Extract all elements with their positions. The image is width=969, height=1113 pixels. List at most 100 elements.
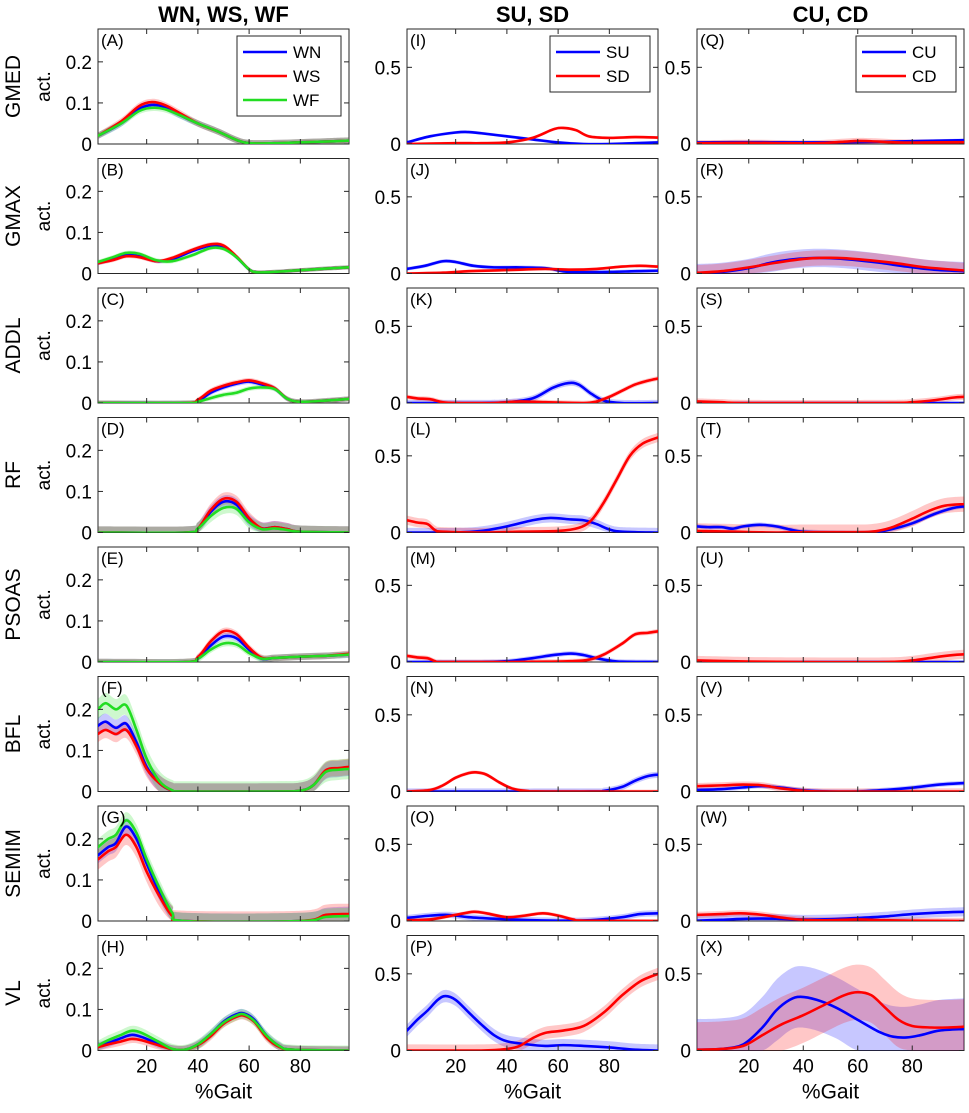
panel-frame <box>406 417 659 533</box>
panel-label: (E) <box>101 549 124 568</box>
y-tick-label: 0.2 <box>66 312 92 333</box>
series-line-sd <box>407 910 658 921</box>
y-tick-label: 0 <box>680 912 691 933</box>
y-tick-label: 0 <box>390 653 401 674</box>
y-tick-label: 0.1 <box>66 94 92 115</box>
series-line-cd <box>697 256 964 274</box>
y-tick-label: 0 <box>390 524 401 545</box>
panel-frame <box>97 287 350 404</box>
column-title: SU, SD <box>496 2 569 27</box>
series-band-wf <box>98 104 349 144</box>
panel-plot-area <box>697 248 964 274</box>
series-line-sd <box>407 770 658 792</box>
series-band-wf <box>98 245 349 274</box>
series-line-cd <box>697 139 964 144</box>
y-axis-label: act. <box>34 589 55 620</box>
y-tick-label: 0.5 <box>665 576 691 597</box>
y-tick-label: 0.5 <box>665 188 691 209</box>
y-tick-label: 0.5 <box>375 58 401 79</box>
y-tick-label: 0.5 <box>375 706 401 727</box>
legend-entry-wn: WN <box>293 43 321 62</box>
panel-label: (G) <box>101 808 126 827</box>
panel-frame <box>406 287 659 404</box>
y-tick-label: 0 <box>390 1042 401 1063</box>
legend-entry-cu: CU <box>912 43 937 62</box>
y-tick-label: 0 <box>680 265 691 286</box>
y-tick-label: 0.1 <box>66 223 92 244</box>
row-label: ADDL <box>2 317 25 373</box>
y-tick-label: 0.5 <box>375 447 401 468</box>
series-line-su <box>407 994 658 1051</box>
panel-frame <box>406 676 659 792</box>
x-axis-label: %Gait <box>195 1081 252 1104</box>
y-tick-label: 0.2 <box>66 959 92 980</box>
y-tick-label: 0 <box>81 653 92 674</box>
y-tick-label: 0.1 <box>66 353 92 374</box>
series-line-sd <box>407 126 658 144</box>
panel-label: (J) <box>410 161 430 180</box>
x-tick-label: 40 <box>187 1057 208 1078</box>
y-axis-label: act. <box>34 719 55 750</box>
series-line-wf <box>98 246 349 274</box>
panel-label: (L) <box>410 420 431 439</box>
series-line-wf <box>98 701 349 792</box>
x-axis-label: %Gait <box>802 1081 859 1104</box>
row-label: PSOAS <box>2 568 25 640</box>
panel-plot-area <box>98 692 349 792</box>
panel-label: (N) <box>410 679 434 698</box>
series-band-wn <box>98 713 349 792</box>
series-band-su <box>407 513 658 533</box>
series-line-cd <box>697 990 964 1051</box>
panel-label: (S) <box>700 290 723 309</box>
series-band-wf <box>98 500 349 533</box>
panel-plot-area <box>697 964 964 1051</box>
series-band-cd <box>697 250 964 274</box>
series-band-cd <box>697 393 964 403</box>
row-label: RF <box>2 461 25 489</box>
panel-frame <box>696 805 965 922</box>
series-line-sd <box>407 377 658 403</box>
x-tick-label: 20 <box>738 1057 759 1078</box>
panel-plot-area <box>407 770 658 792</box>
panel-label: (I) <box>410 31 426 50</box>
y-tick-label: 0 <box>680 653 691 674</box>
panel-plot-area <box>98 1008 349 1051</box>
y-tick-label: 0.1 <box>66 741 92 762</box>
y-tick-label: 0 <box>390 783 401 804</box>
panel-plot-area <box>407 126 658 144</box>
row-label: GMED <box>2 55 25 118</box>
row-label: GMAX <box>2 185 25 247</box>
y-tick-label: 0.1 <box>66 1000 92 1021</box>
y-tick-label: 0.5 <box>665 317 691 338</box>
legend-entry-su: SU <box>606 43 630 62</box>
x-tick-label: 60 <box>548 1057 569 1078</box>
y-axis-label: act. <box>34 848 55 879</box>
y-tick-label: 0.1 <box>66 871 92 892</box>
series-line-sd <box>407 264 658 274</box>
series-line-su <box>407 130 658 144</box>
panel-frame <box>696 287 965 404</box>
y-tick-label: 0 <box>81 524 92 545</box>
y-tick-label: 0 <box>390 265 401 286</box>
series-line-wf <box>98 1012 349 1051</box>
row-label: SEMIM <box>2 829 25 898</box>
panel-label: (T) <box>700 420 722 439</box>
y-tick-label: 0 <box>390 135 401 156</box>
y-axis-label: act. <box>34 71 55 102</box>
series-band-cd <box>697 910 964 921</box>
panel-plot-area <box>98 241 349 274</box>
series-band-cd <box>697 496 964 533</box>
panel-frame <box>406 935 659 1051</box>
y-tick-label: 0 <box>680 394 691 415</box>
y-tick-label: 0.5 <box>375 188 401 209</box>
legend-entry-wf: WF <box>293 91 319 110</box>
panel-label: (O) <box>410 808 435 827</box>
panel-frame <box>406 546 659 663</box>
legend-box <box>549 35 651 93</box>
y-tick-label: 0.5 <box>665 706 691 727</box>
x-tick-label: 20 <box>445 1057 466 1078</box>
y-tick-label: 0.5 <box>665 835 691 856</box>
y-tick-label: 0 <box>680 524 691 545</box>
panel-plot-area <box>697 649 964 662</box>
x-tick-label: 60 <box>239 1057 260 1078</box>
